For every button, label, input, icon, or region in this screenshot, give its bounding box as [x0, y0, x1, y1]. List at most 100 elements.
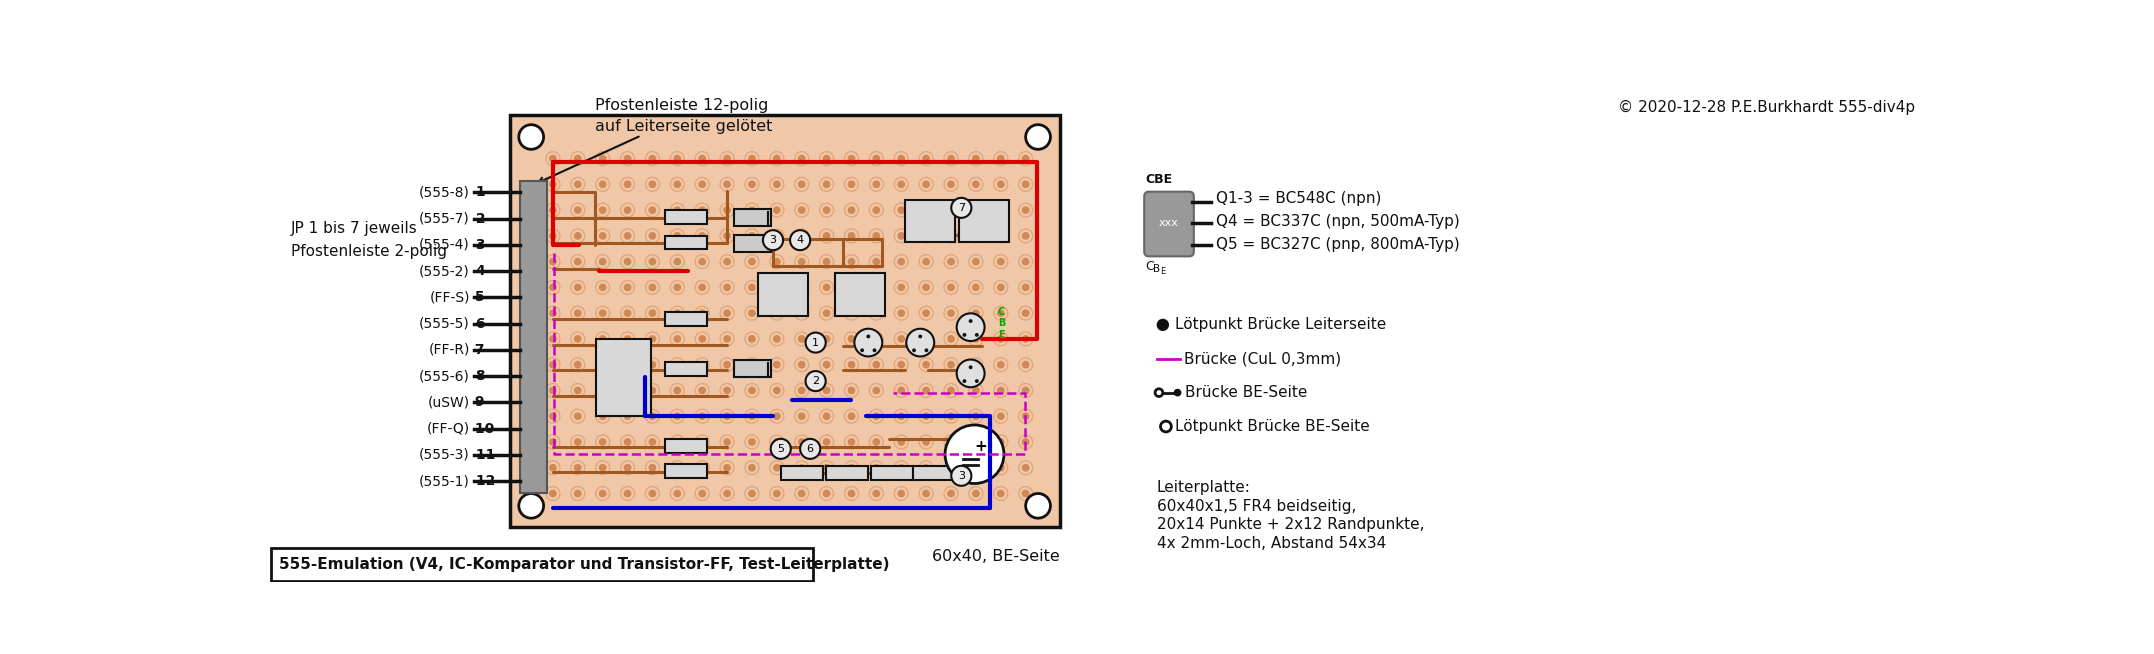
Text: 4: 4	[470, 264, 485, 278]
Circle shape	[797, 309, 806, 317]
Circle shape	[648, 232, 657, 240]
Circle shape	[971, 284, 980, 291]
Circle shape	[823, 438, 831, 446]
Circle shape	[1021, 464, 1030, 472]
Bar	[735, 235, 771, 252]
Circle shape	[911, 349, 915, 353]
Text: E: E	[997, 330, 1004, 340]
Circle shape	[823, 284, 831, 291]
Circle shape	[519, 494, 543, 518]
Text: E: E	[1161, 267, 1165, 276]
Circle shape	[724, 155, 730, 162]
Circle shape	[823, 387, 831, 394]
Circle shape	[573, 155, 582, 162]
Circle shape	[918, 334, 922, 338]
Circle shape	[823, 490, 831, 497]
Circle shape	[922, 206, 931, 214]
Circle shape	[823, 464, 831, 472]
Text: Brücke (CuL 0,3mm): Brücke (CuL 0,3mm)	[1185, 351, 1342, 366]
Circle shape	[806, 371, 825, 391]
Text: (555-7): (555-7)	[420, 212, 470, 226]
Bar	[735, 360, 771, 377]
Circle shape	[948, 361, 954, 369]
Text: 4x 2mm-Loch, Abstand 54x34: 4x 2mm-Loch, Abstand 54x34	[1157, 536, 1385, 551]
Circle shape	[898, 232, 905, 240]
Circle shape	[773, 464, 780, 472]
Circle shape	[849, 206, 855, 214]
Circle shape	[747, 387, 756, 394]
Circle shape	[791, 230, 810, 250]
Text: (555-3): (555-3)	[420, 448, 470, 462]
Circle shape	[625, 232, 631, 240]
Circle shape	[898, 309, 905, 317]
Circle shape	[724, 490, 730, 497]
Circle shape	[625, 438, 631, 446]
Circle shape	[823, 232, 831, 240]
Circle shape	[997, 155, 1004, 162]
Circle shape	[971, 232, 980, 240]
Circle shape	[971, 490, 980, 497]
Circle shape	[698, 438, 707, 446]
Circle shape	[674, 387, 681, 394]
Circle shape	[724, 335, 730, 343]
Circle shape	[549, 335, 556, 343]
Circle shape	[823, 155, 831, 162]
Circle shape	[549, 206, 556, 214]
Circle shape	[849, 490, 855, 497]
Circle shape	[963, 333, 967, 337]
Circle shape	[948, 309, 954, 317]
Circle shape	[971, 155, 980, 162]
Circle shape	[898, 335, 905, 343]
Circle shape	[1021, 438, 1030, 446]
Circle shape	[773, 181, 780, 188]
FancyBboxPatch shape	[1144, 192, 1193, 256]
Circle shape	[724, 232, 730, 240]
Circle shape	[948, 258, 954, 266]
Circle shape	[997, 464, 1004, 472]
Circle shape	[1021, 309, 1030, 317]
Circle shape	[922, 284, 931, 291]
Circle shape	[971, 413, 980, 420]
Bar	[825, 466, 868, 479]
Circle shape	[698, 155, 707, 162]
Text: (FF-S): (FF-S)	[429, 290, 470, 305]
Circle shape	[674, 181, 681, 188]
Circle shape	[773, 490, 780, 497]
Text: 1: 1	[470, 186, 485, 199]
Circle shape	[724, 284, 730, 291]
Circle shape	[599, 181, 607, 188]
Circle shape	[823, 181, 831, 188]
Circle shape	[674, 284, 681, 291]
Circle shape	[997, 181, 1004, 188]
Circle shape	[948, 284, 954, 291]
Circle shape	[648, 335, 657, 343]
Circle shape	[625, 181, 631, 188]
Circle shape	[1021, 232, 1030, 240]
Circle shape	[625, 309, 631, 317]
Circle shape	[922, 181, 931, 188]
Circle shape	[971, 181, 980, 188]
Circle shape	[698, 258, 707, 266]
Circle shape	[971, 335, 980, 343]
Circle shape	[648, 309, 657, 317]
Circle shape	[997, 206, 1004, 214]
Text: Q1-3 = BC548C (npn): Q1-3 = BC548C (npn)	[1217, 191, 1381, 206]
Circle shape	[922, 490, 931, 497]
Circle shape	[747, 232, 756, 240]
Circle shape	[674, 464, 681, 472]
Circle shape	[922, 413, 931, 420]
Circle shape	[549, 181, 556, 188]
Text: xxx: xxx	[1159, 218, 1178, 228]
Circle shape	[922, 438, 931, 446]
Circle shape	[797, 258, 806, 266]
Bar	[780, 466, 823, 479]
Circle shape	[971, 438, 980, 446]
Circle shape	[898, 490, 905, 497]
Circle shape	[872, 490, 881, 497]
Circle shape	[907, 329, 935, 356]
Circle shape	[625, 387, 631, 394]
Circle shape	[997, 284, 1004, 291]
Text: +: +	[974, 439, 987, 454]
Bar	[905, 200, 954, 243]
Bar	[663, 235, 707, 249]
